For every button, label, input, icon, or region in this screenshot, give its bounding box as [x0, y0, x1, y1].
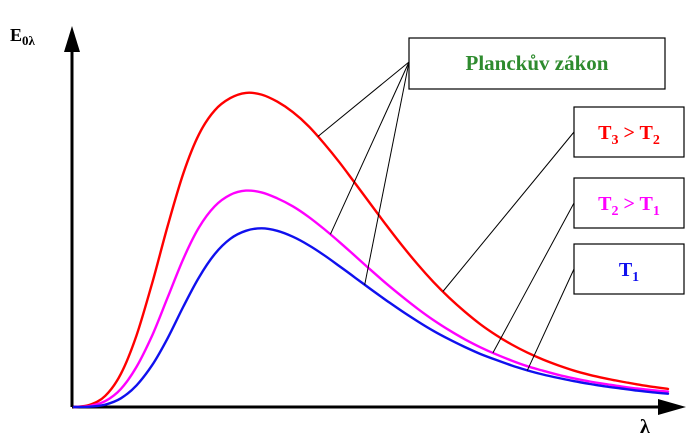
series-leader-line — [492, 202, 575, 354]
series-leader-line — [442, 131, 575, 292]
x-axis-label: λ — [640, 416, 650, 437]
planck-law-box — [408, 37, 666, 90]
series-label-relation: > — [618, 122, 639, 144]
y-axis-label-main: E — [10, 25, 22, 45]
series-label-t2: T2 > T1 — [573, 177, 685, 229]
series-label-sub: 1 — [632, 270, 639, 285]
series-line-t3 — [72, 91, 670, 409]
series-label-text: T3 > T2 — [598, 122, 660, 148]
planck-leader-line — [364, 61, 410, 285]
series-label-sub-2: 1 — [653, 204, 660, 219]
planck-leader-line — [329, 61, 410, 235]
series-label-text: T1 — [619, 259, 639, 285]
series-label-sub-2: 2 — [653, 133, 660, 148]
series-label-main: T — [598, 122, 612, 144]
planck-law-label: Planckův zákon — [466, 51, 609, 75]
series-label-main-2: T — [640, 122, 654, 144]
series-labels: T3 > T2 T2 > T1 T1 — [573, 106, 685, 295]
series-leader-line — [526, 268, 575, 371]
series-label-main: T — [619, 259, 633, 281]
planck-law-annotation: Planckův zákon — [408, 37, 666, 90]
series-label-t1: T1 — [573, 243, 685, 295]
series-label-text: T2 > T1 — [598, 193, 660, 219]
planck-leader-line — [317, 61, 410, 137]
x-axis-arrow-icon — [658, 399, 686, 415]
axes: E0λ λ — [10, 25, 686, 437]
series-label-box — [573, 177, 685, 229]
series-label-sub: 3 — [611, 133, 618, 148]
series-line-t1 — [72, 227, 670, 409]
y-axis-label: E0λ — [10, 25, 36, 48]
leader-lines — [317, 61, 575, 371]
curves — [72, 91, 670, 409]
series-label-sub: 2 — [611, 204, 618, 219]
series-label-main-2: T — [640, 193, 654, 215]
series-label-t3: T3 > T2 — [573, 106, 685, 158]
series-label-main: T — [598, 193, 612, 215]
series-line-t2 — [72, 189, 670, 409]
series-label-box — [573, 106, 685, 158]
y-axis-arrow-icon — [64, 26, 80, 52]
series-label-box — [573, 243, 685, 295]
series-label-relation: > — [618, 193, 639, 215]
y-axis-label-sub: 0λ — [22, 33, 36, 48]
